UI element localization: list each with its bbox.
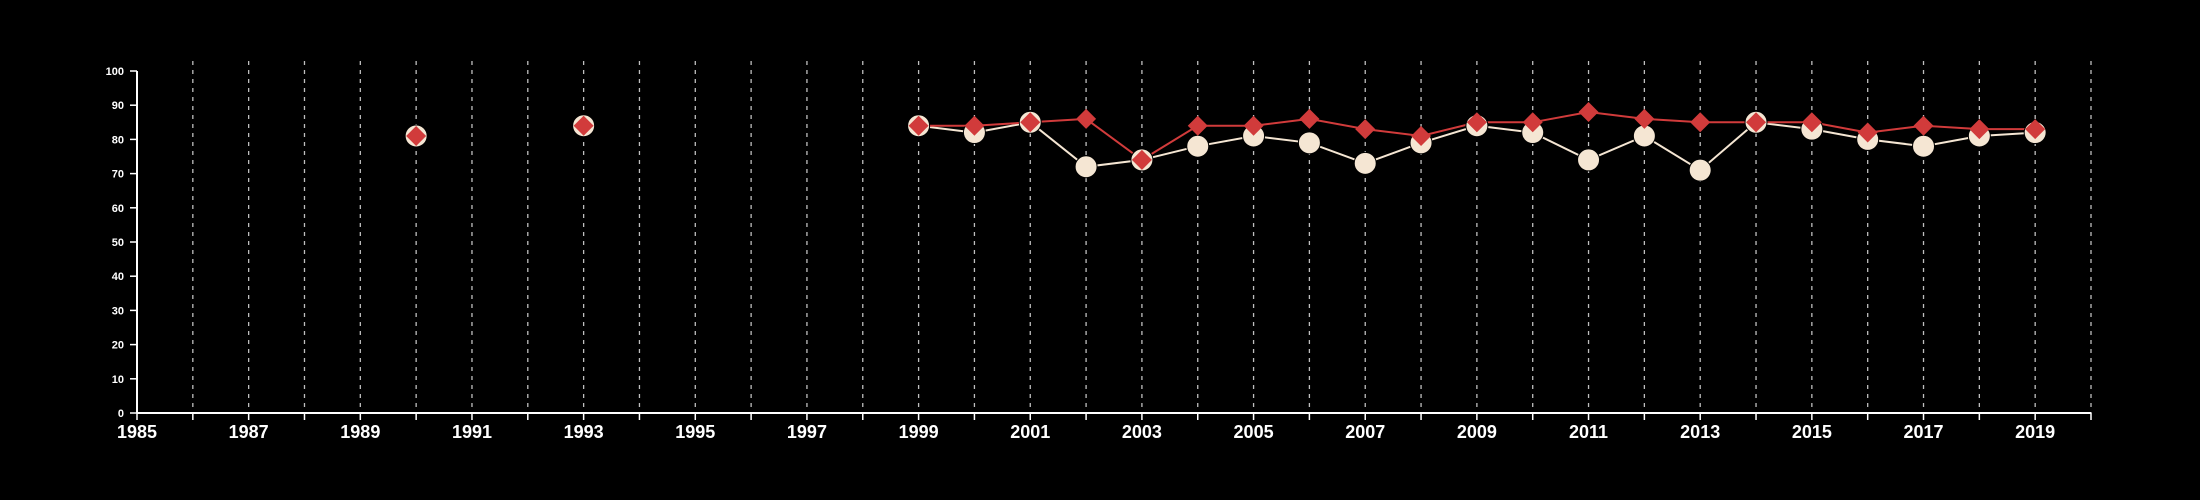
y-tick-label: 40: [112, 271, 124, 283]
axes: 1985 1987 1989 1991 1993 1995 1997 1999 2001 2003…: [106, 66, 2092, 442]
series-2-point: [1857, 122, 1878, 143]
y-tick-label: 70: [112, 169, 124, 181]
x-tick-label: 2011: [1569, 422, 1608, 442]
series-2-point: [964, 115, 985, 136]
y-tick-label: 90: [112, 100, 124, 112]
x-tick-label: 1987: [229, 422, 269, 442]
x-tick-label: 2003: [1122, 422, 1162, 442]
series-2-point: [1634, 108, 1655, 129]
y-tick-label: 30: [112, 305, 124, 317]
series-2-point: [1466, 112, 1487, 133]
y-tick-label: 60: [112, 203, 124, 215]
x-tick-label: 1989: [340, 422, 380, 442]
x-tick-label: 1997: [787, 422, 827, 442]
x-tick-label: 1993: [564, 422, 604, 442]
series-2-point: [1801, 112, 1822, 133]
series-2-point: [1355, 119, 1376, 140]
series-1-point: [1577, 148, 1601, 172]
series-2-point: [908, 115, 929, 136]
series-2-point: [1690, 112, 1711, 133]
x-tick-label: 2019: [2015, 422, 2055, 442]
y-tick-label: 80: [112, 134, 124, 146]
x-tick-label: 2015: [1792, 422, 1832, 442]
y-tick-label: 10: [112, 374, 124, 386]
series-2-point: [1187, 115, 1208, 136]
y-tick-label: 0: [118, 408, 124, 420]
series-1-point: [1297, 131, 1321, 155]
x-tick-label: 2009: [1457, 422, 1497, 442]
series-2-point: [1411, 125, 1432, 146]
y-tick-label: 20: [112, 340, 124, 352]
series-1-point: [1912, 134, 1936, 158]
y-tick-label: 100: [106, 66, 124, 78]
series-1-point: [1688, 158, 1712, 182]
series-2-point: [1299, 108, 1320, 129]
series-2-point: [1076, 108, 1097, 129]
series-2-point: [1746, 112, 1767, 133]
x-tick-label: 2005: [1234, 422, 1274, 442]
x-tick-label: 1985: [117, 422, 157, 442]
series-2-point: [1913, 115, 1934, 136]
series-2-point: [406, 125, 427, 146]
x-tick-label: 2013: [1680, 422, 1720, 442]
series-2-point: [1020, 112, 1041, 133]
series-markers: [404, 102, 2047, 182]
series-2-point: [1578, 102, 1599, 123]
x-tick-label: 2017: [1903, 422, 1943, 442]
series-2-point: [2025, 119, 2046, 140]
x-tick-label: 2007: [1345, 422, 1385, 442]
series-2-point: [573, 115, 594, 136]
series-2-point: [1969, 119, 1990, 140]
series-1-point: [1353, 151, 1377, 175]
y-tick-label: 50: [112, 237, 124, 249]
series-1-point: [1186, 134, 1210, 158]
series-2-point: [1243, 115, 1264, 136]
x-tick-label: 1991: [452, 422, 492, 442]
x-tick-label: 2001: [1010, 422, 1050, 442]
series-1-point: [1074, 155, 1098, 179]
x-tick-label: 1999: [899, 422, 939, 442]
series-2-point: [1131, 149, 1152, 170]
series-2-point: [1522, 112, 1543, 133]
x-tick-label: 1995: [675, 422, 715, 442]
